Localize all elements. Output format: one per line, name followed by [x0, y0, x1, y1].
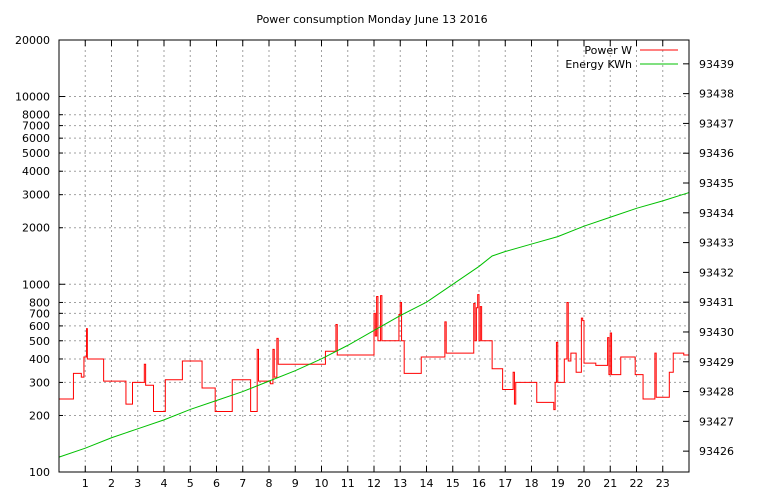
- x-tick-label: 22: [630, 477, 644, 490]
- x-tick-label: 9: [292, 477, 299, 490]
- x-tick-label: 12: [367, 477, 381, 490]
- x-tick-label: 6: [213, 477, 220, 490]
- y-right-tick-label: 93437: [699, 117, 734, 130]
- x-tick-label: 20: [577, 477, 591, 490]
- x-tick-label: 15: [446, 477, 460, 490]
- series-layer: [58, 192, 690, 458]
- x-tick-label: 21: [603, 477, 617, 490]
- y-left-tick-label: 5000: [22, 147, 50, 160]
- series-line-power-w: [59, 294, 689, 413]
- x-tick-label: 16: [472, 477, 486, 490]
- x-tick-label: 19: [551, 477, 565, 490]
- legend-label: Power W: [584, 44, 632, 57]
- y-right-tick-label: 93433: [699, 237, 734, 250]
- y-left-tick-label: 20000: [15, 34, 50, 47]
- y-left-tick-label: 600: [29, 320, 50, 333]
- y-right-tick-label: 93439: [699, 58, 734, 71]
- y-left-tick-label: 800: [29, 296, 50, 309]
- y-left-tick-label: 6000: [22, 132, 50, 145]
- y-left-tick-label: 100: [29, 466, 50, 479]
- y-right-tick-label: 93432: [699, 266, 734, 279]
- x-tick-label: 3: [134, 477, 141, 490]
- y-right-tick-label: 93426: [699, 445, 734, 458]
- y-left-tick-label: 200: [29, 409, 50, 422]
- y-right-tick-label: 93431: [699, 296, 734, 309]
- legend-label: Energy KWh: [565, 58, 632, 71]
- grid-lines: [59, 40, 689, 472]
- y-left-tick-label: 4000: [22, 165, 50, 178]
- y-right-tick-label: 93429: [699, 356, 734, 369]
- x-tick-label: 11: [341, 477, 355, 490]
- y-right-tick-label: 93435: [699, 177, 734, 190]
- y-left-tick-label: 10000: [15, 91, 50, 104]
- x-tick-label: 13: [393, 477, 407, 490]
- y-left-tick-label: 3000: [22, 189, 50, 202]
- x-tick-label: 17: [498, 477, 512, 490]
- y-left-tick-label: 8000: [22, 109, 50, 122]
- y-left-tick-label: 400: [29, 353, 50, 366]
- x-tick-label: 8: [266, 477, 273, 490]
- y-right-tick-label: 93438: [699, 88, 734, 101]
- x-tick-label: 4: [161, 477, 168, 490]
- y-right-tick-label: 93436: [699, 147, 734, 160]
- y-left-tick-label: 2000: [22, 222, 50, 235]
- y-left-tick-label: 1000: [22, 278, 50, 291]
- x-tick-label: 14: [420, 477, 434, 490]
- axes: 1 2 3 4 5 6 7 8 9 10 11 12 13 14 15 16 17 18 19 20 21 22 23100…: [15, 34, 734, 490]
- y-right-tick-label: 93434: [699, 207, 734, 220]
- x-tick-label: 1: [82, 477, 89, 490]
- x-tick-label: 7: [239, 477, 246, 490]
- y-left-tick-label: 500: [29, 335, 50, 348]
- x-tick-label: 5: [187, 477, 194, 490]
- x-tick-label: 23: [656, 477, 670, 490]
- y-right-tick-label: 93427: [699, 415, 734, 428]
- chart-title: Power consumption Monday June 13 2016: [256, 13, 487, 26]
- y-right-tick-label: 93430: [699, 326, 734, 339]
- series-line-energy-kwh: [58, 192, 690, 458]
- y-left-tick-label: 7000: [22, 120, 50, 133]
- y-left-tick-label: 700: [29, 307, 50, 320]
- y-right-tick-label: 93428: [699, 386, 734, 399]
- x-tick-label: 18: [525, 477, 539, 490]
- y-left-tick-label: 300: [29, 376, 50, 389]
- x-tick-label: 10: [315, 477, 329, 490]
- x-tick-label: 2: [108, 477, 115, 490]
